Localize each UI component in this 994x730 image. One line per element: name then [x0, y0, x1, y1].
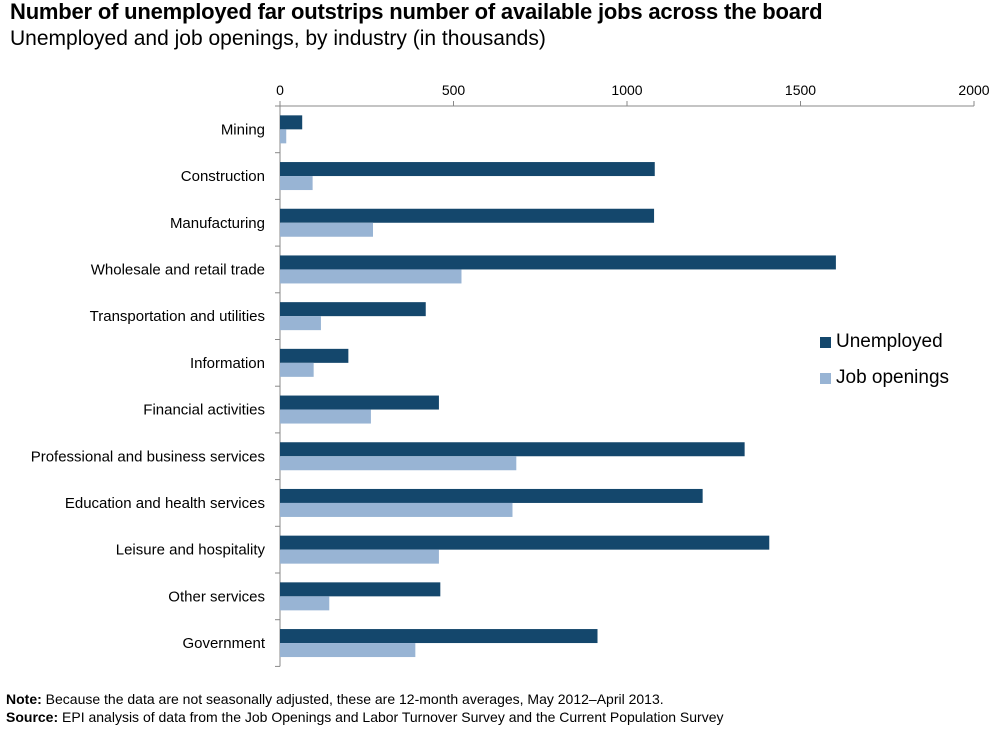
legend-label-unemployed: Unemployed	[836, 331, 943, 352]
category-label: Leisure and hospitality	[116, 542, 266, 559]
bar-unemployed	[280, 162, 655, 177]
bar-unemployed	[280, 582, 441, 597]
bar-unemployed	[280, 629, 598, 644]
axis-layer	[275, 101, 975, 667]
legend-swatch-job-openings	[820, 372, 831, 384]
x-tick-label: 2000	[958, 82, 989, 98]
category-label: Education and health services	[65, 495, 265, 512]
category-label: Transportation and utilities	[90, 308, 265, 325]
note-label: Note:	[6, 691, 42, 707]
category-label: Financial activities	[143, 402, 265, 419]
legend-item-job-openings: Job openings	[820, 367, 949, 389]
bar-unemployed	[280, 115, 303, 130]
category-label: Information	[190, 355, 265, 372]
category-label: Government	[182, 635, 265, 652]
category-label: Professional and business services	[31, 448, 265, 465]
label-layer: 0 500 1000 1500 2000 Mining Construction Manufa…	[31, 82, 990, 652]
x-tick-label: 0	[276, 82, 284, 98]
bar-job-openings	[280, 502, 513, 517]
chart-title: Number of unemployed far outstrips numbe…	[10, 0, 823, 24]
bar-unemployed	[280, 208, 655, 223]
bar-job-openings	[280, 362, 314, 377]
bar-job-openings	[280, 316, 321, 331]
note-text: Because the data are not seasonally adju…	[41, 691, 664, 707]
chart-subtitle: Unemployed and job openings, by industry…	[10, 27, 546, 50]
bar-job-openings	[280, 269, 462, 284]
source-label: Source:	[6, 709, 59, 725]
category-label: Manufacturing	[170, 215, 265, 232]
category-label: Wholesale and retail trade	[91, 261, 265, 278]
bar-unemployed	[280, 302, 426, 317]
bar-job-openings	[280, 549, 439, 564]
x-tick-label: 500	[442, 82, 466, 98]
legend-swatch-unemployed	[820, 336, 831, 348]
footer-notes: Note: Because the data are not seasonall…	[6, 690, 724, 726]
bar-job-openings	[280, 643, 416, 658]
x-tick-label: 1000	[611, 82, 642, 98]
category-label: Mining	[221, 121, 265, 138]
legend-item-unemployed: Unemployed	[820, 331, 943, 353]
category-label: Other services	[168, 588, 265, 605]
bar-job-openings	[280, 176, 313, 191]
bar-chart: 0 500 1000 1500 2000 Mining Construction Manufa…	[31, 82, 990, 667]
category-label: Construction	[181, 168, 265, 185]
x-tick-label: 1500	[785, 82, 816, 98]
bar-job-openings	[280, 456, 517, 471]
bar-job-openings	[280, 409, 371, 424]
bar-unemployed	[280, 535, 770, 550]
bar-unemployed	[280, 348, 349, 363]
bar-job-openings	[280, 596, 330, 611]
bar-unemployed	[280, 442, 745, 457]
bar-unemployed	[280, 395, 439, 410]
note-line: Note: Because the data are not seasonall…	[6, 690, 724, 708]
source-line: Source: EPI analysis of data from the Jo…	[6, 708, 724, 726]
bar-layer	[280, 115, 836, 658]
bar-job-openings	[280, 129, 287, 144]
bar-unemployed	[280, 255, 836, 270]
legend-label-job-openings: Job openings	[836, 367, 950, 388]
bar-job-openings	[280, 222, 373, 237]
bar-unemployed	[280, 488, 703, 503]
source-text: EPI analysis of data from the Job Openin…	[58, 709, 724, 725]
